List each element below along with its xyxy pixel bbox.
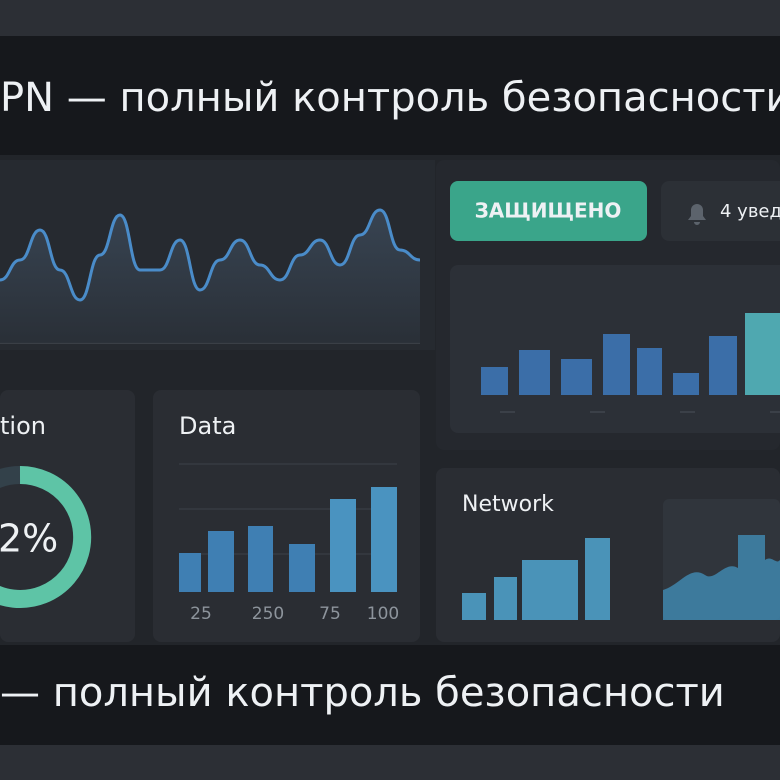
footer-band [0, 645, 780, 745]
protection-title: tion [0, 412, 46, 440]
data-axis-label: 250 [252, 604, 284, 624]
network-bar [585, 538, 610, 620]
status-label: ЗАЩИЩЕНО [475, 199, 622, 223]
top-strip [0, 0, 780, 36]
activity-bar [561, 359, 592, 395]
wave-line [0, 208, 421, 302]
network-bar [462, 593, 486, 620]
data-bar [330, 499, 356, 592]
header-title: PN — полный контроль безопасности [0, 75, 780, 121]
activity-bar [673, 373, 699, 395]
activity-bar [603, 334, 630, 395]
activity-bar [481, 367, 508, 395]
data-title: Data [179, 412, 236, 440]
notification-button[interactable] [661, 181, 780, 241]
network-bar [494, 577, 517, 620]
data-axis-label: 25 [190, 604, 212, 624]
data-bar [208, 531, 234, 592]
data-bar [248, 526, 273, 592]
protection-percent: 2% [0, 517, 58, 561]
data-axis-label: 100 [367, 604, 399, 624]
data-axis-label: 75 [319, 604, 341, 624]
activity-bar [745, 313, 780, 395]
donut-arc [0, 465, 92, 608]
data-bar [371, 487, 397, 592]
notification-label: 4 увед [720, 201, 780, 222]
network-title: Network [462, 492, 554, 517]
bell-icon [688, 204, 706, 225]
footer-title: — полный контроль безопасности [0, 670, 725, 716]
network-bar [522, 560, 578, 620]
protection-panel [0, 390, 135, 642]
activity-bar [709, 336, 737, 395]
data-bar [179, 553, 201, 592]
data-bar [289, 544, 315, 592]
network-area [663, 535, 780, 620]
activity-bar [519, 350, 550, 395]
bottom-strip [0, 745, 780, 780]
status-button[interactable] [450, 181, 647, 241]
header-band [0, 36, 780, 155]
activity-bar [637, 348, 662, 395]
